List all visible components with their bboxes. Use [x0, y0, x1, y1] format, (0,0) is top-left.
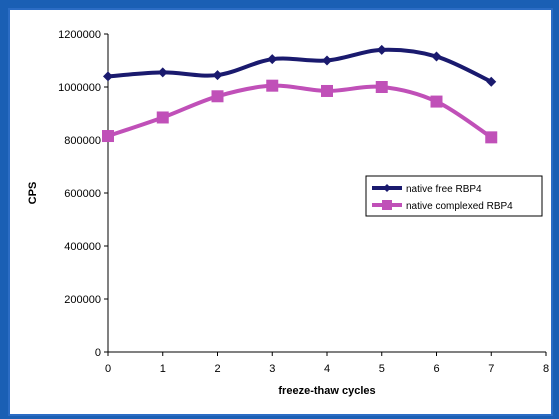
y-tick-label: 0	[95, 347, 101, 359]
data-point	[431, 51, 442, 62]
data-point	[376, 44, 387, 55]
y-axis-title: CPS	[27, 182, 39, 205]
legend-item: native free RBP4	[372, 184, 482, 195]
series-group	[102, 44, 498, 144]
data-point	[486, 76, 497, 87]
legend-box	[365, 175, 543, 217]
x-tick-label: 8	[543, 363, 549, 375]
data-point	[212, 70, 223, 81]
data-point	[103, 71, 113, 82]
legend-label: native free RBP4	[406, 184, 482, 195]
data-point	[485, 131, 498, 144]
series-line	[107, 83, 493, 140]
data-point	[157, 67, 168, 78]
data-point	[430, 95, 443, 108]
y-tick-label: 200000	[64, 294, 101, 306]
x-axis-title: freeze-thaw cycles	[278, 385, 375, 397]
legend-marker	[383, 184, 391, 192]
x-ticks: 0 1 2 3 4 5 6 7 8	[105, 352, 549, 375]
series-2	[102, 79, 498, 144]
data-point	[211, 90, 224, 103]
legend-label: native complexed RBP4	[406, 201, 513, 212]
y-ticks: 0 200000 400000 600000 800000 1000000 1200000	[58, 29, 108, 359]
legend-marker	[382, 200, 392, 210]
x-tick-label: 5	[379, 363, 385, 375]
y-tick-label: 800000	[64, 135, 101, 147]
y-tick-label: 1200000	[58, 29, 101, 41]
x-tick-label: 2	[214, 363, 220, 375]
data-point	[375, 81, 388, 93]
x-tick-label: 6	[433, 363, 439, 375]
data-point	[322, 55, 332, 66]
y-tick-label: 400000	[64, 241, 101, 253]
data-point	[267, 54, 278, 65]
data-point	[156, 111, 169, 124]
series-1	[103, 44, 497, 87]
data-point	[321, 84, 333, 97]
y-tick-label: 1000000	[58, 82, 101, 94]
data-point	[266, 79, 279, 92]
x-tick-label: 1	[160, 363, 166, 375]
chart-frame: 0 200000 400000 600000 800000 1000000 1200000 …	[8, 8, 553, 416]
legend-item: native complexed RBP4	[372, 200, 513, 212]
x-tick-label: 7	[488, 363, 494, 375]
legend: native free RBP4 native complexed RBP4	[365, 175, 543, 217]
x-tick-label: 0	[105, 363, 111, 375]
y-tick-label: 600000	[64, 188, 101, 200]
x-tick-label: 3	[269, 363, 275, 375]
x-tick-label: 4	[324, 363, 330, 375]
data-point	[102, 130, 114, 143]
line-chart: 020000040000060000080000010000001200000 …	[27, 29, 549, 397]
